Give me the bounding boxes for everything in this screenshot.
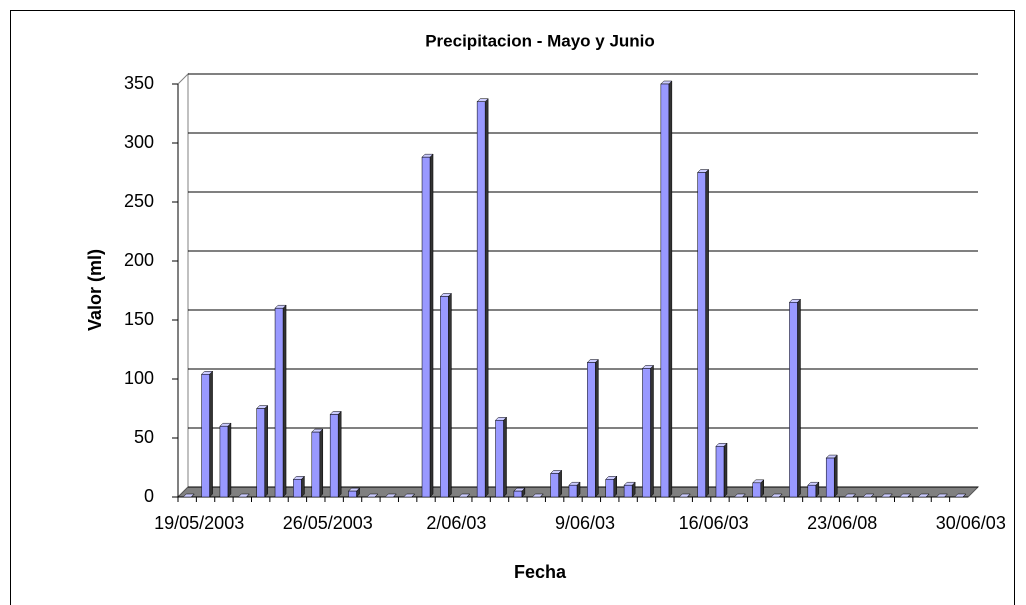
bar-side xyxy=(558,469,562,498)
bar xyxy=(440,296,449,498)
bar-side xyxy=(833,454,838,498)
x-tick-label: 16/06/03 xyxy=(679,513,749,533)
bar xyxy=(550,473,559,498)
bar xyxy=(421,156,431,498)
bar xyxy=(274,307,284,498)
bar xyxy=(348,490,357,498)
bar xyxy=(825,457,835,498)
bar-side xyxy=(484,98,489,498)
bar-top xyxy=(843,493,857,498)
y-axis-title: Valor (ml) xyxy=(85,249,105,331)
bar-top xyxy=(862,493,875,498)
bar xyxy=(476,101,486,498)
bar-side xyxy=(209,370,213,498)
y-tick-label: 350 xyxy=(124,73,154,93)
bar-top xyxy=(458,493,471,498)
bar-side xyxy=(705,168,709,498)
bar-top xyxy=(182,493,195,498)
bar xyxy=(568,484,578,498)
bar xyxy=(623,484,633,498)
x-tick-label: 23/06/08 xyxy=(807,513,877,533)
bar xyxy=(660,83,670,498)
x-tick-label: 30/06/03 xyxy=(936,513,1006,533)
y-tick-label: 300 xyxy=(124,132,154,152)
bar-side xyxy=(264,404,268,498)
bar xyxy=(256,408,265,498)
bar-side xyxy=(723,442,728,498)
bar-top xyxy=(733,493,746,498)
bar xyxy=(715,446,725,498)
x-tick-label: 9/06/03 xyxy=(555,513,615,533)
bar-top xyxy=(899,493,912,498)
bar-top xyxy=(954,493,967,498)
bar xyxy=(495,420,504,498)
bar-side xyxy=(595,358,599,498)
bar xyxy=(697,172,706,498)
bar-side xyxy=(797,298,801,498)
bar-side xyxy=(448,292,452,498)
y-tick-label: 100 xyxy=(124,368,154,388)
bar xyxy=(513,490,523,498)
x-axis-title: Fecha xyxy=(514,562,567,582)
bar-side xyxy=(503,416,507,498)
bar-top xyxy=(237,493,250,498)
y-tick-label: 0 xyxy=(144,486,154,506)
bar xyxy=(587,362,596,498)
bar-side xyxy=(301,475,305,498)
y-tick-label: 150 xyxy=(124,309,154,329)
bar-side xyxy=(337,410,342,498)
bar-top xyxy=(770,493,783,498)
bar-side xyxy=(613,475,617,498)
bar-top xyxy=(917,493,930,498)
bar-top xyxy=(366,493,379,498)
bar-side xyxy=(319,428,324,498)
bar-top xyxy=(531,493,544,498)
bar xyxy=(293,479,302,498)
bar xyxy=(789,302,798,498)
bar xyxy=(201,374,210,498)
bar-top xyxy=(678,493,691,498)
y-tick-label: 50 xyxy=(134,427,154,447)
y-tick-label: 250 xyxy=(124,191,154,211)
bar-side xyxy=(668,80,673,498)
bar-top xyxy=(880,493,893,498)
bar-top xyxy=(403,493,416,498)
bar-side xyxy=(227,422,232,498)
bar-side xyxy=(282,304,287,498)
x-tick-label: 19/05/2003 xyxy=(154,513,244,533)
bar xyxy=(329,414,339,498)
bar xyxy=(605,479,614,498)
bar xyxy=(752,482,761,498)
bar xyxy=(219,425,229,498)
bar xyxy=(642,368,651,498)
wall xyxy=(177,72,189,499)
bar-side xyxy=(650,364,654,498)
x-tick-label: 26/05/2003 xyxy=(283,513,373,533)
y-tick-label: 200 xyxy=(124,250,154,270)
bar-top xyxy=(935,493,949,498)
bar xyxy=(807,484,817,498)
bar-side xyxy=(429,153,434,498)
chart-title: Precipitacion - Mayo y Junio xyxy=(425,31,655,50)
bar xyxy=(311,431,321,498)
x-tick-label: 2/06/03 xyxy=(426,513,486,533)
bar-top xyxy=(384,493,397,498)
